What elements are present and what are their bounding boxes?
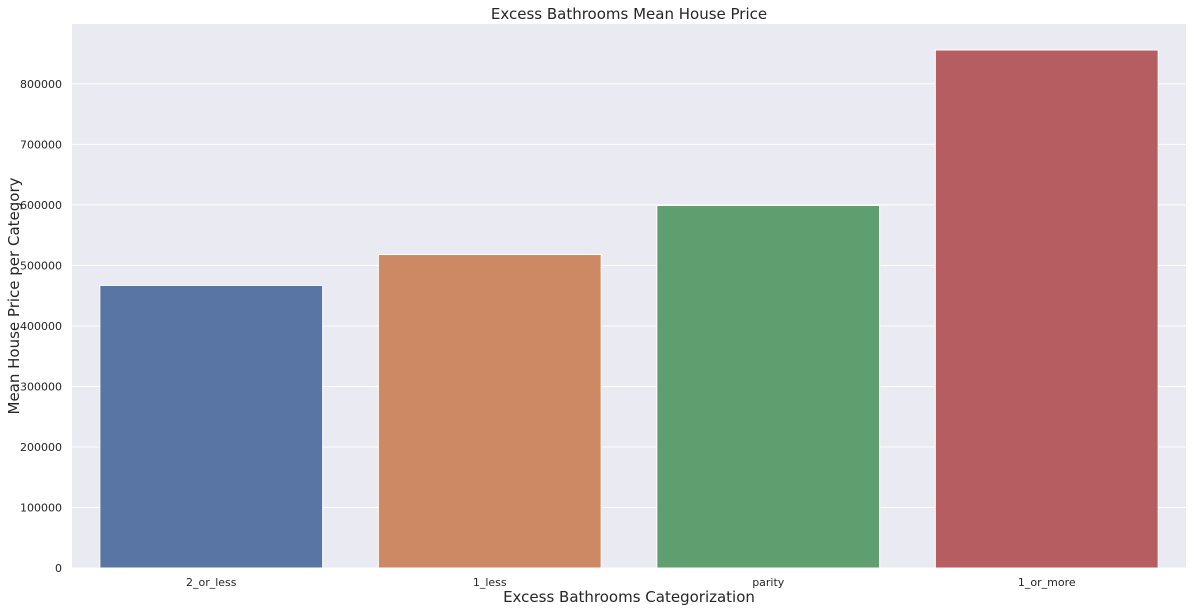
y-tick-label: 200000 [20, 441, 62, 454]
x-tick-label: 1_or_more [1018, 576, 1076, 589]
bar-2_or_less [99, 284, 324, 569]
bars [99, 49, 1159, 569]
y-tick-labels: 0 100000 200000 300000 400000 500000 600000 700… [20, 78, 62, 575]
x-tick-label: parity [752, 576, 785, 589]
bar-1_or_more [934, 49, 1159, 569]
y-tick-label: 700000 [20, 138, 62, 151]
y-axis-title: Mean House Price per Category [5, 177, 23, 414]
bar-parity [656, 205, 881, 569]
x-tick-labels: 2_or_less 1_less parity 1_or_more [186, 576, 1076, 589]
y-tick-label: 0 [55, 562, 62, 575]
x-tick-label: 1_less [473, 576, 507, 589]
y-tick-label: 600000 [20, 199, 62, 212]
y-tick-label: 100000 [20, 501, 62, 514]
x-axis-title: Excess Bathrooms Categorization [503, 588, 755, 606]
y-tick-label: 500000 [20, 259, 62, 272]
x-tick-label: 2_or_less [186, 576, 237, 589]
bar-1_less [377, 254, 602, 569]
y-tick-label: 800000 [20, 78, 62, 91]
y-tick-label: 300000 [20, 380, 62, 393]
chart-title: Excess Bathrooms Mean House Price [491, 5, 767, 23]
y-tick-label: 400000 [20, 320, 62, 333]
